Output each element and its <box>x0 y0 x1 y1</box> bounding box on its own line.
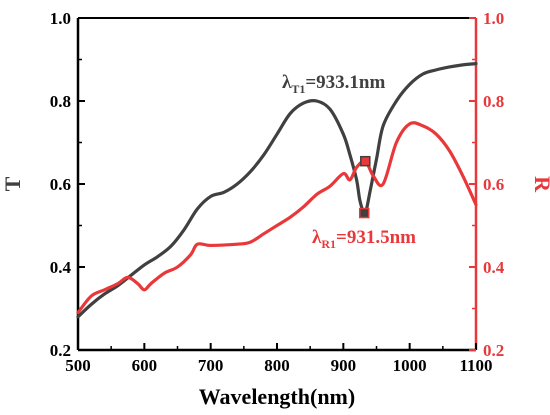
series-layer <box>76 62 478 319</box>
ticks: 500 600 700 800 900 1000 11000.20.40.60.81.00.… <box>50 9 505 375</box>
left-axis-title: T <box>0 176 25 191</box>
x-axis-title: Wavelength(nm) <box>199 384 355 409</box>
series-r-line <box>76 121 478 315</box>
x-tick-label: 500 <box>65 356 91 375</box>
left-y-tick-label: 0.4 <box>50 258 72 277</box>
right-axis-title: R <box>530 176 550 193</box>
annotation-lambda-t1: λT1=933.1nm <box>282 72 386 96</box>
left-y-tick-label: 0.6 <box>50 175 71 194</box>
x-tick-label: 600 <box>132 356 158 375</box>
left-y-tick-label: 0.8 <box>50 92 71 111</box>
right-y-tick-label: 0.4 <box>483 258 505 277</box>
left-y-tick-label: 0.2 <box>50 341 71 360</box>
right-y-tick-label: 1.0 <box>483 9 504 28</box>
right-y-tick-label: 0.2 <box>483 341 504 360</box>
x-tick-label: 1000 <box>393 356 427 375</box>
marker-t-minimum <box>358 207 370 219</box>
marker-r-peak <box>360 155 371 167</box>
x-tick-label: 1100 <box>459 356 492 375</box>
x-tick-label: 800 <box>264 356 290 375</box>
left-y-tick-label: 1.0 <box>50 9 71 28</box>
x-tick-label: 900 <box>331 356 357 375</box>
series-t-line <box>76 62 478 319</box>
x-tick-label: 700 <box>198 356 224 375</box>
marker-layer <box>358 155 371 219</box>
annotation-lambda-r1: λR1=931.5nm <box>312 227 416 251</box>
right-y-tick-label: 0.6 <box>483 175 504 194</box>
right-y-tick-label: 0.8 <box>483 92 504 111</box>
